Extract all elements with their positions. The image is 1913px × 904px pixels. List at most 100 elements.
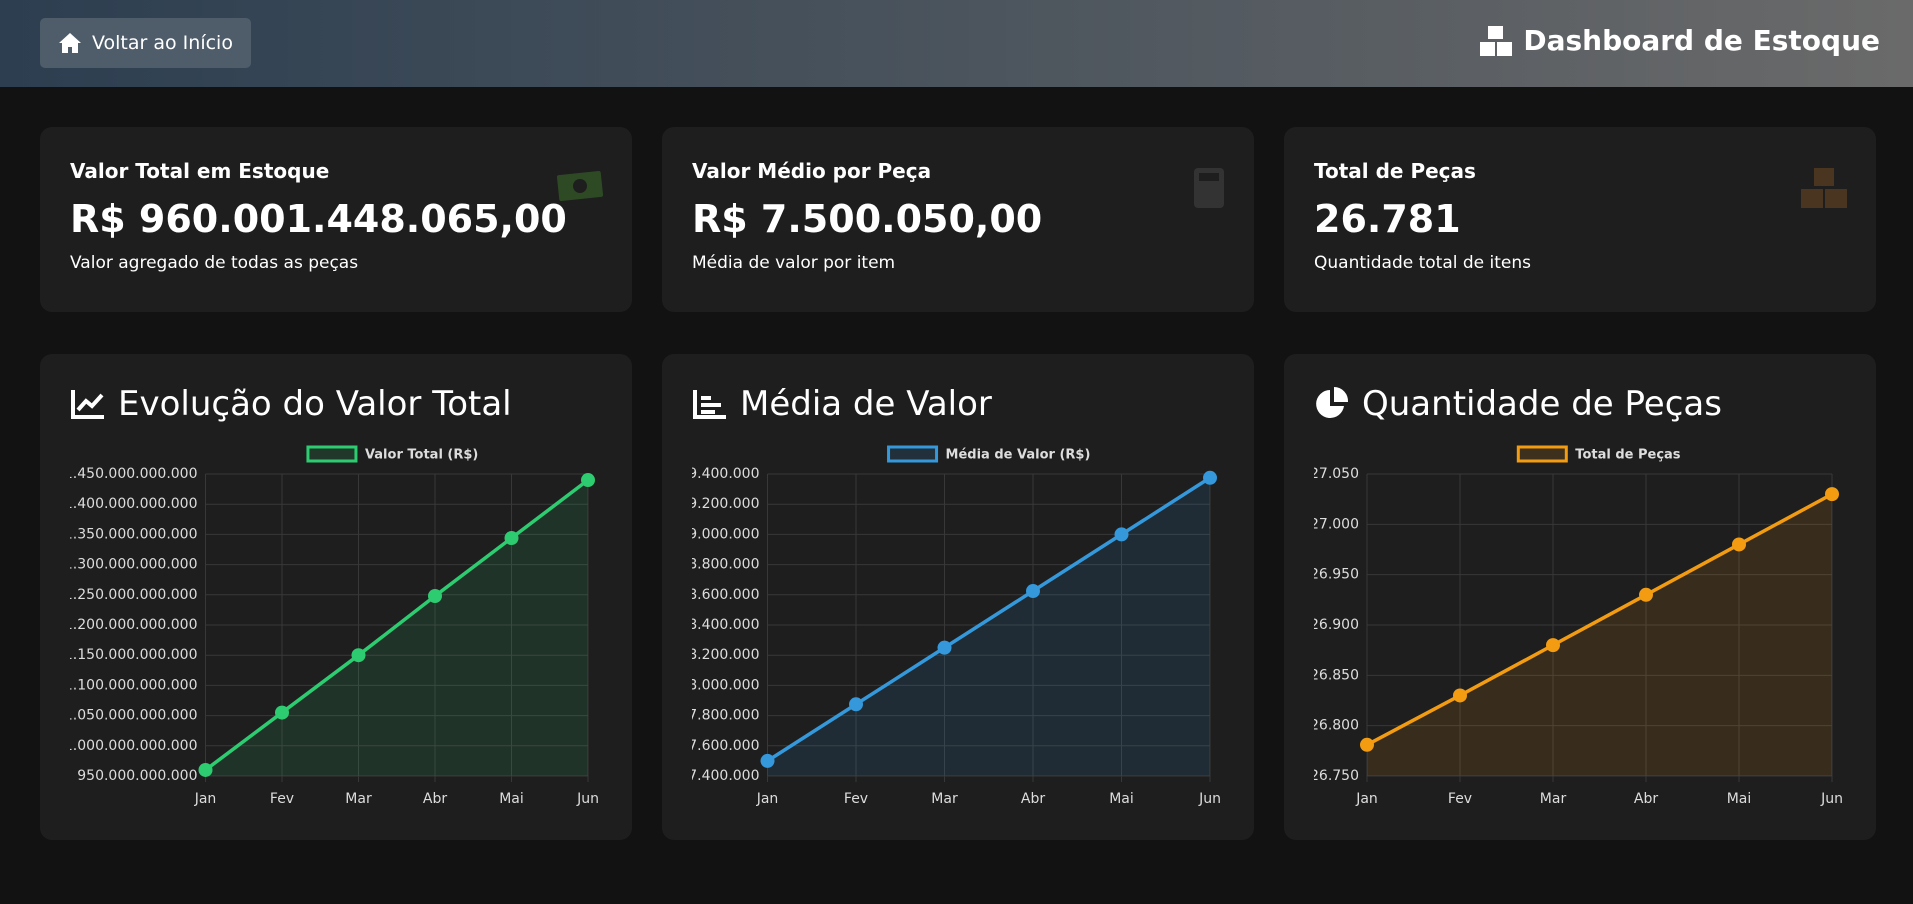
y-tick-label: 8.600.000 bbox=[692, 587, 760, 603]
x-tick-label: Abr bbox=[1021, 791, 1045, 807]
y-tick-label: 27.050 bbox=[1314, 466, 1359, 482]
point bbox=[1825, 487, 1839, 502]
point bbox=[1114, 527, 1129, 542]
stat-subtitle: Quantidade total de itens bbox=[1314, 253, 1532, 273]
bars-icon bbox=[693, 390, 726, 419]
chart-title: Média de Valor bbox=[740, 384, 992, 424]
point bbox=[1026, 584, 1040, 599]
y-tick-label: 1.100.000.000.000 bbox=[70, 677, 198, 693]
y-tick-label: 1.200.000.000.000 bbox=[70, 617, 198, 633]
point bbox=[849, 697, 863, 712]
calculator-icon bbox=[1194, 168, 1224, 208]
home-icon bbox=[59, 33, 81, 53]
y-tick-label: 1.400.000.000.000 bbox=[70, 496, 198, 512]
x-tick-label: Jan bbox=[756, 791, 779, 807]
chart-card: Quantidade de Peças 26.750 26.800 26.850 26… bbox=[1284, 354, 1876, 840]
x-tick-label: Fev bbox=[270, 791, 294, 807]
x-tick-label: Mai bbox=[1727, 791, 1752, 807]
legend-swatch bbox=[306, 445, 358, 463]
point bbox=[198, 762, 213, 777]
legend-swatch bbox=[1516, 445, 1568, 463]
area bbox=[1367, 494, 1832, 776]
stat-title: Valor Médio por Peça bbox=[692, 159, 932, 183]
y-tick-label: 7.400.000 bbox=[692, 768, 760, 784]
stat-card: Total de Peças 26.781 Quantidade total d… bbox=[1284, 127, 1876, 312]
chart-heading: Média de Valor bbox=[692, 384, 992, 424]
point bbox=[351, 648, 366, 663]
y-tick-label: 26.800 bbox=[1314, 718, 1359, 734]
x-tick-label: Jan bbox=[194, 791, 217, 807]
y-tick-label: 26.750 bbox=[1314, 768, 1359, 784]
x-tick-label: Fev bbox=[844, 791, 868, 807]
stat-subtitle: Valor agregado de todas as peças bbox=[70, 253, 359, 273]
line bbox=[766, 476, 1211, 763]
x-tick-label: Mai bbox=[499, 791, 524, 807]
stat-value: R$ 960.001.448.065,00 bbox=[70, 197, 567, 241]
y-tick-label: 9.200.000 bbox=[692, 496, 760, 512]
point bbox=[1546, 638, 1560, 653]
y-tick-label: 8.400.000 bbox=[692, 617, 760, 633]
y-tick-label: 1.350.000.000.000 bbox=[70, 526, 198, 542]
line-icon bbox=[71, 390, 104, 419]
point bbox=[1639, 587, 1653, 602]
x-tick-label: Fev bbox=[1448, 791, 1472, 807]
chart: 7.400.000 7.600.000 7.800.000 8.000.000 8.20… bbox=[692, 445, 1221, 807]
y-tick-label: 26.850 bbox=[1314, 667, 1359, 683]
y-tick-label: 7.600.000 bbox=[692, 738, 760, 754]
legend-label: Total de Peças bbox=[1575, 448, 1681, 463]
y-tick-label: 1.050.000.000.000 bbox=[70, 708, 198, 724]
chart: 26.750 26.800 26.850 26.900 26.950 27.000 27.0… bbox=[1314, 445, 1843, 807]
back-label: Voltar ao Início bbox=[92, 32, 233, 54]
chart-heading: Quantidade de Peças bbox=[1314, 384, 1722, 424]
y-tick-label: 8.200.000 bbox=[692, 647, 760, 663]
point bbox=[1732, 537, 1746, 552]
chart: 950.000.000.000 1.000.000.000.000 1.050.00… bbox=[70, 445, 599, 807]
top-bar: Voltar ao Início Dashboard de Estoque bbox=[0, 0, 1913, 87]
y-tick-label: 1.450.000.000.000 bbox=[70, 466, 198, 482]
stat-card: Valor Total em Estoque R$ 960.001.448.06… bbox=[40, 127, 632, 312]
stat-title: Total de Peças bbox=[1314, 159, 1476, 183]
boxes-icon bbox=[1480, 25, 1513, 56]
legend-label: Média de Valor (R$) bbox=[946, 448, 1091, 463]
y-tick-label: 1.300.000.000.000 bbox=[70, 557, 198, 573]
x-tick-label: Jun bbox=[1820, 791, 1843, 807]
x-tick-label: Mar bbox=[1540, 791, 1567, 807]
y-tick-label: 7.800.000 bbox=[692, 708, 760, 724]
y-tick-label: 950.000.000.000 bbox=[77, 768, 197, 784]
point bbox=[937, 640, 952, 655]
stat-subtitle: Média de valor por item bbox=[692, 253, 896, 273]
back-button[interactable]: Voltar ao Início bbox=[40, 18, 251, 68]
y-tick-label: 26.900 bbox=[1314, 617, 1359, 633]
chart-row: Evolução do Valor Total 950.000.000.000 1… bbox=[40, 354, 1876, 840]
x-tick-label: Mai bbox=[1109, 791, 1134, 807]
x-tick-label: Abr bbox=[423, 791, 447, 807]
x-tick-label: Abr bbox=[1634, 791, 1658, 807]
point bbox=[760, 753, 775, 768]
y-tick-label: 8.800.000 bbox=[692, 557, 760, 573]
brand: Dashboard de Estoque bbox=[1479, 24, 1880, 57]
x-tick-label: Jun bbox=[1198, 791, 1221, 807]
legend-label: Valor Total (R$) bbox=[365, 448, 478, 463]
chart-title: Quantidade de Peças bbox=[1362, 384, 1722, 424]
stat-row: Valor Total em Estoque R$ 960.001.448.06… bbox=[40, 127, 1876, 312]
x-tick-label: Mar bbox=[931, 791, 958, 807]
pie-icon bbox=[1316, 386, 1349, 418]
y-tick-label: 26.950 bbox=[1314, 567, 1359, 583]
point bbox=[275, 705, 289, 720]
line bbox=[1366, 492, 1833, 747]
area bbox=[767, 477, 1210, 776]
chart-heading: Evolução do Valor Total bbox=[70, 384, 512, 424]
x-tick-label: Jan bbox=[1355, 791, 1378, 807]
money-icon bbox=[556, 170, 604, 202]
point bbox=[1453, 688, 1467, 703]
x-tick-label: Mar bbox=[345, 791, 372, 807]
chart-title: Evolução do Valor Total bbox=[118, 384, 512, 424]
page-title: Dashboard de Estoque bbox=[1523, 24, 1880, 57]
line bbox=[204, 478, 590, 772]
point bbox=[1360, 737, 1374, 752]
chart-card: Evolução do Valor Total 950.000.000.000 1… bbox=[40, 354, 632, 840]
stat-title: Valor Total em Estoque bbox=[70, 159, 330, 183]
y-tick-label: 1.250.000.000.000 bbox=[70, 587, 198, 603]
y-tick-label: 8.000.000 bbox=[692, 677, 760, 693]
